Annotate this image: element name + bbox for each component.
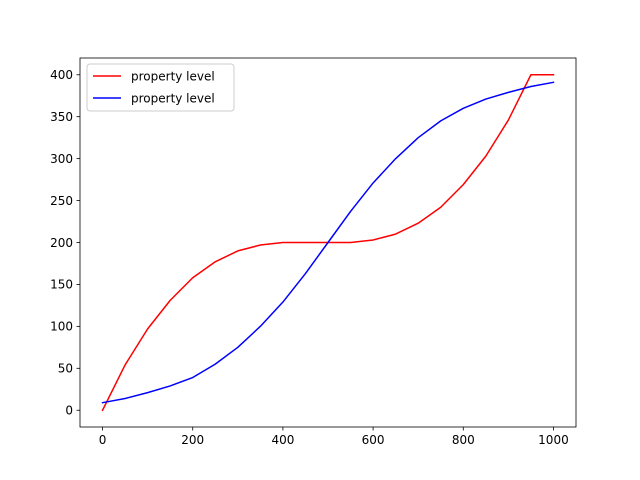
series-line-2 (101, 81, 555, 404)
x-axis: 0 200 400 600 800 1000 (99, 427, 569, 447)
legend-label: property level (131, 69, 215, 83)
x-tick-label: 200 (181, 433, 204, 447)
y-tick-label: 350 (50, 110, 73, 124)
x-tick-label: 600 (362, 433, 385, 447)
legend: property level property level (86, 63, 235, 112)
x-tick-label: 0 (99, 433, 107, 447)
y-tick-label: 50 (58, 362, 73, 376)
series-layer (101, 74, 555, 412)
y-tick-label: 150 (50, 278, 73, 292)
y-tick-label: 250 (50, 194, 73, 208)
x-tick-label: 1000 (538, 433, 569, 447)
legend-label: property level (131, 91, 215, 105)
y-tick-label: 0 (65, 404, 73, 418)
y-tick-label: 200 (50, 236, 73, 250)
y-axis: 0 50 100 150 200 250 300 350 400 (50, 68, 80, 418)
y-tick-label: 400 (50, 68, 73, 82)
x-tick-label: 400 (271, 433, 294, 447)
legend-box (86, 63, 235, 112)
x-tick-label: 800 (452, 433, 475, 447)
y-tick-label: 300 (50, 152, 73, 166)
y-tick-label: 100 (50, 320, 73, 334)
